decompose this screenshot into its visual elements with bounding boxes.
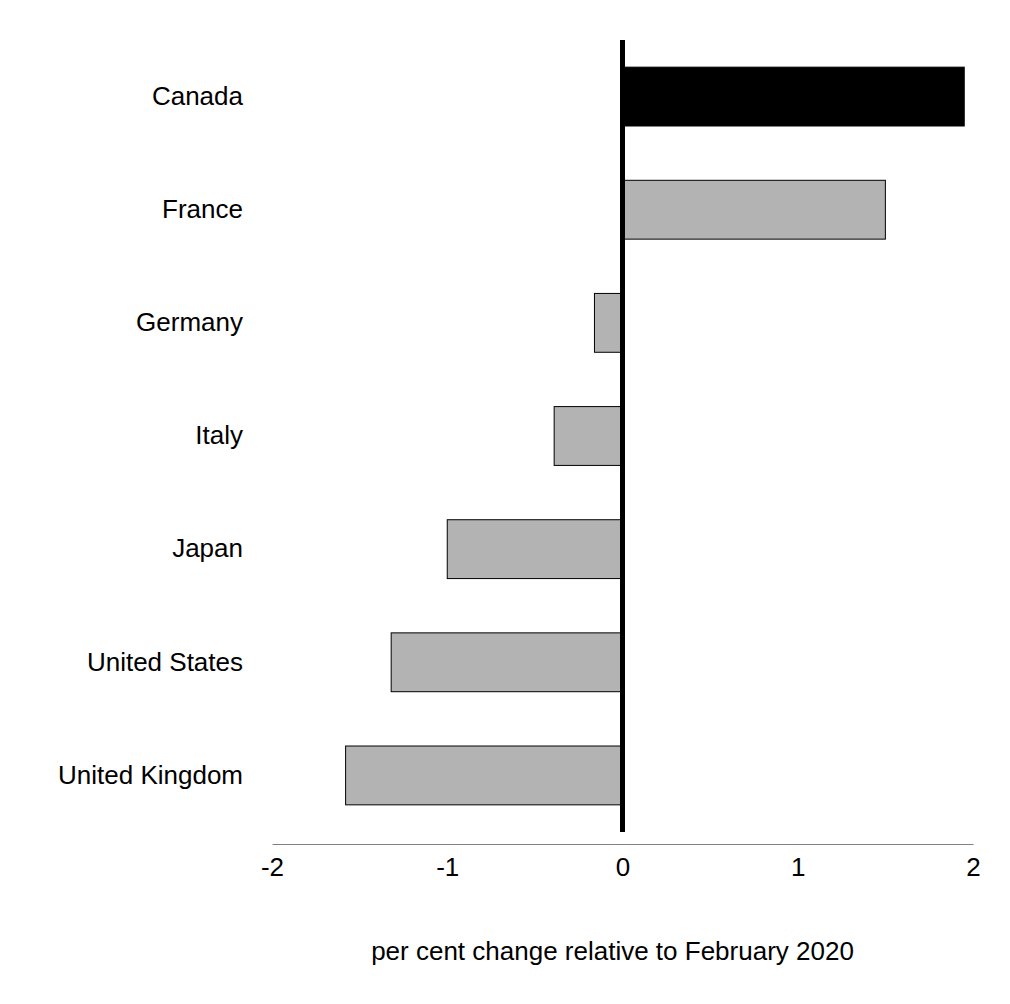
bar — [594, 293, 622, 352]
x-tick: 2 — [966, 844, 980, 882]
bars — [346, 67, 965, 805]
x-axis: -2 -1 0 1 2 — [261, 844, 981, 882]
x-tick-label: 2 — [966, 852, 980, 882]
x-tick: 0 — [616, 844, 630, 882]
x-tick-label: 0 — [616, 852, 630, 882]
y-tick-label: Canada — [152, 81, 244, 111]
y-axis: Canada France Germany Italy Japan United Stat… — [58, 81, 244, 790]
y-tick-label: United States — [87, 647, 243, 677]
chart: -2 -1 0 1 2 Canada France Germany Italy Japan Unit… — [0, 0, 1010, 1004]
y-tick: Germany — [136, 307, 243, 337]
y-tick-label: Italy — [195, 420, 243, 450]
x-axis-title: per cent change relative to February 202… — [371, 936, 854, 966]
y-tick-label: United Kingdom — [58, 760, 243, 790]
bar — [391, 633, 622, 692]
bar — [623, 180, 886, 239]
x-axis-line — [273, 844, 974, 845]
zero-line — [620, 40, 625, 832]
x-tick-label: -1 — [436, 852, 459, 882]
x-tick: 1 — [791, 844, 805, 882]
y-tick: Italy — [195, 420, 243, 450]
y-tick: Canada — [152, 81, 244, 111]
x-tick: -1 — [436, 844, 459, 882]
bar — [554, 407, 622, 466]
x-tick: -2 — [261, 844, 284, 882]
y-tick: United Kingdom — [58, 760, 243, 790]
y-tick: United States — [87, 647, 243, 677]
y-tick-label: Germany — [136, 307, 243, 337]
y-tick: Japan — [172, 533, 243, 563]
y-tick-label: Japan — [172, 533, 243, 563]
bar — [447, 520, 622, 579]
y-tick-label: France — [162, 194, 243, 224]
y-tick: France — [162, 194, 243, 224]
x-tick-label: 1 — [791, 852, 805, 882]
bar — [623, 67, 965, 126]
x-tick-label: -2 — [261, 852, 284, 882]
bar — [346, 746, 623, 805]
